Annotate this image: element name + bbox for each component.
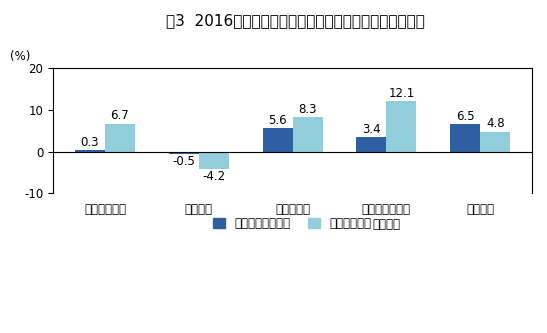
Text: (%): (%) xyxy=(10,50,31,63)
Bar xyxy=(168,152,199,154)
Text: 6.7: 6.7 xyxy=(110,109,129,122)
Text: 3.4: 3.4 xyxy=(362,123,381,136)
Text: 图3  2016年分经济类型主营业务收入与利润总额同比增速: 图3 2016年分经济类型主营业务收入与利润总额同比增速 xyxy=(166,13,425,28)
Bar xyxy=(105,124,135,152)
Bar xyxy=(480,132,510,152)
Bar xyxy=(386,101,416,152)
Bar xyxy=(450,125,480,152)
Text: 5.6: 5.6 xyxy=(268,114,287,127)
Text: 4.8: 4.8 xyxy=(486,117,504,130)
Bar xyxy=(263,128,293,152)
Legend: 主营业务收入增速, 利润总额增速: 主营业务收入增速, 利润总额增速 xyxy=(209,212,376,235)
Text: 6.5: 6.5 xyxy=(456,110,474,123)
Text: -0.5: -0.5 xyxy=(172,155,195,168)
Text: 8.3: 8.3 xyxy=(298,103,317,116)
Bar xyxy=(75,150,105,152)
Text: 12.1: 12.1 xyxy=(388,87,415,100)
Text: -4.2: -4.2 xyxy=(202,170,225,183)
Bar xyxy=(293,117,323,152)
Bar xyxy=(199,152,229,169)
Bar xyxy=(357,137,386,152)
Text: 0.3: 0.3 xyxy=(80,136,99,149)
